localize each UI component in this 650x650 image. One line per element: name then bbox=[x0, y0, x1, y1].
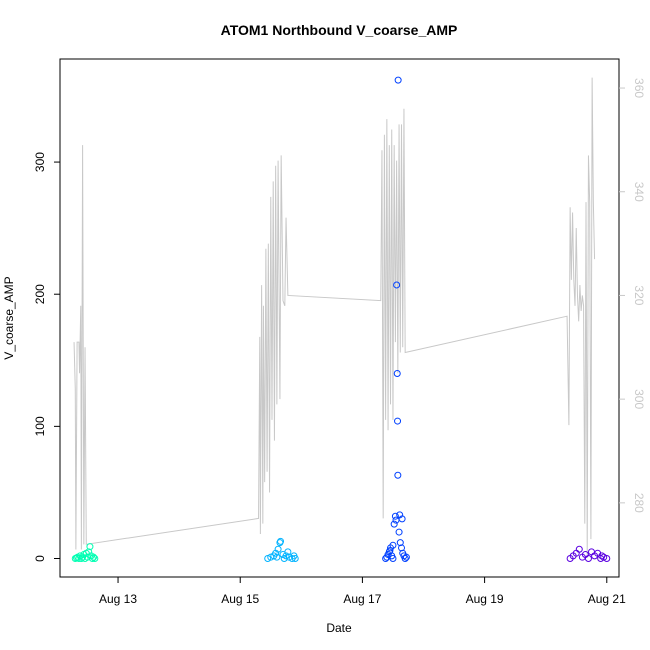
y-tick-label: 300 bbox=[33, 152, 47, 172]
x-tick-label: Aug 15 bbox=[221, 592, 259, 606]
scatter-point-group-3 bbox=[401, 555, 409, 562]
scatter-point-group-3 bbox=[394, 417, 402, 425]
y-tick-label: 100 bbox=[33, 416, 47, 436]
scatter-point-group-3 bbox=[393, 370, 401, 377]
scatter-point-group-3 bbox=[394, 76, 402, 84]
scatter-point-group-3 bbox=[391, 512, 399, 520]
y2-tick-label: 280 bbox=[632, 493, 646, 513]
y-tick-label: 0 bbox=[33, 555, 47, 562]
x-tick-label: Aug 17 bbox=[343, 592, 381, 606]
scatter-point-group-2 bbox=[291, 555, 299, 562]
scatter-point-group-1 bbox=[91, 555, 99, 562]
scatter-point-group-3 bbox=[386, 547, 394, 555]
scatter-point-group-4 bbox=[588, 548, 596, 556]
scatter-point-group-3 bbox=[389, 555, 397, 562]
scatter-point-group-3 bbox=[396, 511, 404, 519]
plot-area-frame bbox=[59, 58, 620, 578]
scatter-point-group-3 bbox=[402, 553, 410, 561]
scatter-point-group-2 bbox=[284, 548, 292, 556]
y2-tick-label: 360 bbox=[632, 78, 646, 98]
scatter-point-group-2 bbox=[274, 545, 282, 553]
y-tick-label: 200 bbox=[33, 284, 47, 304]
y2-tick-label: 300 bbox=[632, 389, 646, 409]
y2-tick-label: 340 bbox=[632, 182, 646, 202]
x-tick-label: Aug 21 bbox=[588, 592, 626, 606]
chart-title: ATOM1 Northbound V_coarse_AMP bbox=[221, 22, 458, 38]
scatter-point-group-1 bbox=[86, 543, 94, 551]
scatter-point-group-1 bbox=[88, 555, 96, 562]
scatter-point-group-3 bbox=[393, 281, 401, 289]
series-line-right bbox=[73, 77, 596, 555]
y-axis-label: V_coarse_AMP bbox=[2, 276, 16, 359]
x-tick-label: Aug 13 bbox=[99, 592, 137, 606]
scatter-point-group-3 bbox=[398, 544, 406, 552]
plot-layer bbox=[71, 76, 611, 562]
y2-tick-label: 320 bbox=[632, 285, 646, 305]
scatter-point-group-1 bbox=[90, 553, 98, 561]
scatter-point-group-3 bbox=[396, 539, 404, 547]
scatter-point-group-3 bbox=[389, 541, 397, 549]
scatter-point-group-2 bbox=[277, 537, 285, 545]
scatter-point-group-3 bbox=[390, 520, 398, 528]
scatter-point-group-3 bbox=[394, 471, 402, 479]
scatter-point-group-3 bbox=[395, 528, 403, 536]
scatter-point-group-4 bbox=[584, 555, 592, 562]
axes-layer: Aug 13 Aug 15 Aug 17 Aug 19 Aug 21 0 100 200 300… bbox=[33, 78, 646, 606]
x-tick-label: Aug 19 bbox=[466, 592, 504, 606]
scatter-point-group-2 bbox=[273, 553, 281, 561]
scatter-point-group-4 bbox=[598, 552, 606, 560]
scatter-point-group-4 bbox=[575, 545, 583, 553]
x-axis-label: Date bbox=[326, 621, 352, 635]
